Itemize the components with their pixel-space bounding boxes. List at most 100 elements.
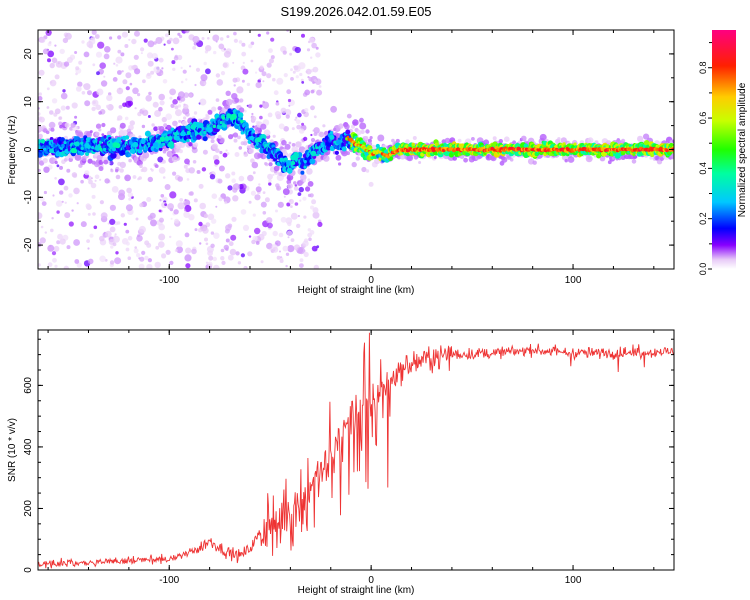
spectrogram-halo-cell bbox=[365, 169, 370, 173]
spectrogram-noise-cell bbox=[145, 95, 152, 102]
spectrogram-noise-cell bbox=[311, 245, 318, 252]
spectrogram-halo-cell bbox=[352, 119, 359, 126]
spectrogram-halo-cell bbox=[323, 155, 330, 162]
spectrogram-ridge-cell bbox=[202, 136, 208, 142]
spectrogram-noise-cell bbox=[230, 234, 237, 241]
spectrogram-noise-cell bbox=[288, 141, 292, 145]
spectrogram-bright-spot bbox=[207, 127, 213, 133]
spectrogram-halo-cell bbox=[207, 109, 213, 115]
spectrogram-noise-cell bbox=[214, 159, 220, 165]
spectrogram-halo-cell bbox=[192, 142, 199, 148]
spectrogram-halo-cell bbox=[119, 161, 127, 169]
spectrogram-bright-spot bbox=[186, 130, 191, 135]
spectrogram-noise-cell bbox=[287, 236, 290, 239]
spectrogram-noise-cell bbox=[172, 67, 176, 72]
spectrogram-noise-cell bbox=[66, 57, 73, 63]
spectrogram-noise-cell bbox=[112, 242, 117, 247]
spectrogram-noise-cell bbox=[92, 212, 96, 216]
spectrogram-noise-cell bbox=[233, 38, 238, 43]
spectrogram-noise-cell bbox=[295, 119, 301, 125]
spectrogram-noise-cell bbox=[226, 35, 230, 39]
spectrogram-noise-cell bbox=[307, 178, 311, 182]
spectrogram-noise-cell bbox=[213, 264, 220, 269]
spectrogram-noise-cell bbox=[165, 33, 169, 38]
spectrogram-noise-cell bbox=[290, 77, 294, 81]
spectrogram-halo-cell bbox=[184, 158, 190, 165]
spectrogram-noise-cell bbox=[205, 45, 212, 52]
spectrogram-noise-cell bbox=[294, 46, 301, 54]
spectrogram-noise-cell bbox=[75, 66, 80, 71]
spectrogram-x-label: Height of straight line (km) bbox=[298, 285, 415, 296]
spectrogram-noise-cell bbox=[99, 200, 104, 205]
spectrogram-halo-cell bbox=[287, 183, 293, 189]
spectrogram-bright-spot bbox=[94, 145, 101, 151]
spectrogram-halo-cell bbox=[260, 123, 267, 130]
spectrogram-noise-cell bbox=[255, 82, 262, 89]
spectrogram-noise-cell bbox=[295, 75, 299, 79]
spectrogram-bright-spot bbox=[198, 122, 204, 128]
spectrogram-noise-cell bbox=[125, 204, 133, 212]
spectrogram-noise-cell bbox=[172, 37, 180, 45]
spectrogram-halo-cell bbox=[360, 129, 365, 134]
spectrogram-halo-cell bbox=[151, 123, 155, 127]
spectrogram-noise-cell bbox=[99, 62, 106, 69]
spectrogram-ridge-cell bbox=[158, 147, 163, 152]
spectrogram-noise-cell bbox=[75, 72, 78, 76]
spectrogram-noise-cell bbox=[286, 230, 293, 236]
spectrogram-bright-spot bbox=[140, 138, 146, 145]
spectrogram-halo-cell bbox=[42, 158, 48, 164]
spectrogram-bright-spot bbox=[256, 137, 262, 143]
spectrogram-noise-cell bbox=[180, 80, 184, 84]
spectrogram-noise-cell bbox=[222, 152, 228, 158]
spectrogram-noise-cell bbox=[148, 91, 152, 96]
spectrogram-noise-cell bbox=[215, 40, 218, 43]
spectrogram-noise-cell bbox=[189, 65, 192, 68]
spectrogram-halo-cell bbox=[413, 155, 419, 160]
spectrogram-noise-cell bbox=[199, 224, 207, 232]
spectrogram-noise-cell bbox=[308, 77, 313, 82]
spectrogram-noise-cell bbox=[155, 37, 163, 44]
spectrogram-noise-cell bbox=[182, 69, 187, 74]
spectrogram-noise-cell bbox=[213, 50, 217, 55]
spectrogram-noise-cell bbox=[109, 226, 116, 233]
spectrogram-noise-cell bbox=[131, 38, 137, 45]
spectrogram-noise-cell bbox=[104, 178, 110, 184]
spectrogram-halo-cell bbox=[377, 134, 385, 142]
spectrogram-noise-cell bbox=[38, 69, 45, 76]
spectrogram-halo-cell bbox=[124, 174, 131, 182]
spectrogram-halo-cell bbox=[119, 168, 124, 173]
spectrogram-noise-cell bbox=[90, 182, 97, 189]
spectrogram-noise-cell bbox=[117, 115, 123, 121]
spectrogram-noise-cell bbox=[125, 72, 132, 79]
spectrogram-halo-cell bbox=[643, 133, 650, 140]
spectrogram-noise-cell bbox=[80, 221, 87, 228]
spectrogram-noise-cell bbox=[171, 47, 174, 51]
spectrogram-halo-cell bbox=[66, 168, 71, 173]
spectrogram-noise-cell bbox=[55, 200, 63, 207]
spectrogram-halo-cell bbox=[54, 160, 58, 165]
spectrogram-noise-cell bbox=[40, 225, 44, 229]
spectrogram-noise-cell bbox=[177, 91, 185, 99]
spectrogram-noise-cell bbox=[172, 99, 178, 105]
spectrogram-noise-cell bbox=[217, 178, 223, 184]
spectrogram-noise-cell bbox=[49, 245, 52, 247]
spectrogram-halo-cell bbox=[259, 115, 263, 120]
spectrogram-noise-cell bbox=[49, 62, 55, 69]
spectrogram-noise-cell bbox=[239, 98, 244, 103]
spectrogram-noise-cell bbox=[277, 201, 284, 208]
spectrogram-ridge-cell bbox=[260, 134, 267, 141]
spectrogram-halo-cell bbox=[272, 134, 276, 138]
spectrogram-y-label: Frequency (Hz) bbox=[7, 116, 18, 185]
spectrogram-noise-cell bbox=[250, 59, 254, 63]
spectrogram-noise-cell bbox=[222, 62, 228, 68]
spectrogram-noise-cell bbox=[296, 124, 302, 130]
spectrogram-noise-cell bbox=[84, 170, 90, 176]
spectrogram-noise-cell bbox=[80, 179, 84, 184]
spectrogram-noise-cell bbox=[312, 66, 319, 73]
spectrogram-noise-cell bbox=[173, 209, 179, 215]
snr-ticks: -100 0 100 0 200 400 600 bbox=[23, 330, 674, 586]
spectrogram-bright-spot bbox=[173, 132, 178, 137]
spectrogram-noise-cell bbox=[61, 200, 64, 203]
spectrogram-noise-cell bbox=[120, 213, 126, 218]
spectrogram-noise-cell bbox=[240, 209, 247, 215]
